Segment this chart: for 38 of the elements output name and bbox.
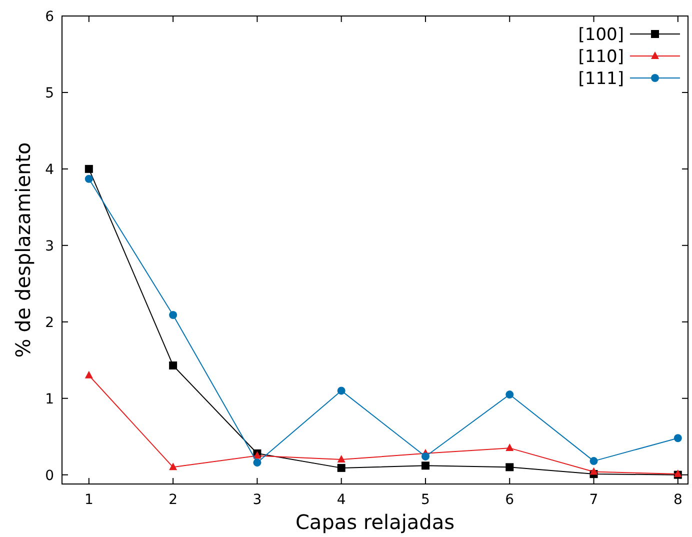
point — [506, 390, 514, 399]
legend-label: [100] — [578, 25, 624, 45]
y-tick-label: 6 — [45, 9, 54, 25]
x-tick-label: 6 — [505, 492, 514, 508]
x-tick-label: 8 — [673, 492, 682, 508]
x-axis-title: Capas relajadas — [295, 510, 455, 534]
point — [169, 462, 178, 470]
y-tick-label: 5 — [45, 85, 54, 102]
point — [169, 311, 178, 319]
point — [253, 458, 262, 467]
x-tick-label: 5 — [421, 492, 430, 508]
y-axis-title: % de desplazamiento — [11, 142, 35, 358]
point — [169, 361, 178, 370]
y-tick-label: 3 — [45, 238, 54, 254]
point — [337, 386, 346, 395]
point — [84, 370, 93, 378]
x-tick-label: 4 — [336, 492, 346, 508]
point — [590, 457, 598, 466]
point — [421, 462, 430, 470]
point — [84, 164, 93, 173]
x-tick-label: 1 — [84, 492, 94, 508]
point — [421, 452, 430, 460]
x-tick-label: 2 — [168, 492, 178, 508]
point — [506, 444, 514, 452]
point — [674, 434, 682, 442]
point — [506, 463, 514, 472]
point — [84, 174, 93, 183]
point — [337, 464, 346, 472]
legend-label: [110] — [578, 47, 624, 67]
point — [337, 455, 346, 463]
y-tick-label: 1 — [45, 391, 54, 408]
point — [590, 467, 598, 475]
y-tick-label: 0 — [45, 468, 54, 484]
legend-label: [111] — [578, 69, 624, 89]
x-tick-label: 7 — [589, 492, 598, 508]
y-tick-label: 4 — [45, 162, 54, 178]
y-tick-label: 2 — [45, 314, 54, 331]
x-tick-label: 3 — [252, 492, 262, 508]
